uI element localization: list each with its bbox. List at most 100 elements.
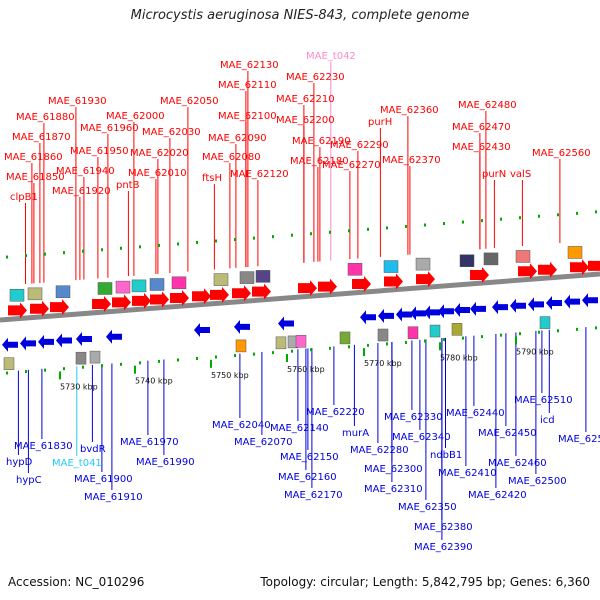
reverse-gene-arrow[interactable]	[410, 306, 426, 321]
gene-label[interactable]: MAE_62140	[270, 423, 329, 434]
gene-label[interactable]: valS	[510, 169, 531, 180]
gene-label[interactable]: purN	[482, 169, 506, 180]
gene-label[interactable]: MAE_61850	[6, 172, 65, 183]
gene-label[interactable]: pntB	[116, 180, 140, 191]
gene-label[interactable]: icd	[540, 415, 555, 426]
gene-label[interactable]: MAE_62370	[382, 155, 441, 166]
reverse-gene-arrow[interactable]	[76, 332, 92, 347]
gene-label[interactable]: MAE_62270	[322, 160, 381, 171]
gene-label[interactable]: MAE_62040	[212, 420, 271, 431]
gene-label[interactable]: MAE_62200	[276, 115, 335, 126]
forward-gene-arrow[interactable]	[210, 286, 229, 303]
gene-label[interactable]: MAE_62120	[230, 169, 289, 180]
reverse-gene-block[interactable]	[339, 331, 351, 345]
gene-label[interactable]: MAE_62230	[286, 72, 345, 83]
forward-gene-arrow[interactable]	[470, 266, 489, 283]
forward-gene-block[interactable]	[239, 271, 255, 284]
forward-gene-arrow[interactable]	[170, 289, 189, 306]
gene-label[interactable]: MAE_62540	[558, 434, 600, 445]
forward-gene-block[interactable]	[347, 263, 363, 276]
reverse-gene-block[interactable]	[89, 350, 101, 364]
gene-label[interactable]: MAE_61900	[74, 474, 133, 485]
gene-label[interactable]: MAE_62360	[380, 105, 439, 116]
forward-gene-arrow[interactable]	[416, 271, 435, 288]
forward-gene-arrow[interactable]	[252, 283, 271, 300]
gene-label[interactable]: MAE_61960	[80, 123, 139, 134]
gene-label[interactable]: MAE_62050	[160, 96, 219, 107]
gene-label[interactable]: hypD	[6, 457, 33, 468]
forward-gene-block[interactable]	[515, 250, 531, 263]
gene-label[interactable]: MAE_62460	[488, 458, 547, 469]
reverse-gene-arrow[interactable]	[470, 301, 486, 316]
forward-gene-arrow[interactable]	[588, 257, 600, 274]
reverse-gene-arrow[interactable]	[454, 303, 470, 318]
gene-label[interactable]: MAE_61950	[70, 146, 129, 157]
forward-gene-arrow[interactable]	[318, 278, 337, 295]
gene-label[interactable]: purH	[368, 117, 392, 128]
gene-label[interactable]: ftsH	[202, 173, 222, 184]
gene-label[interactable]: MAE_t042	[306, 51, 356, 62]
reverse-gene-arrow[interactable]	[106, 329, 122, 344]
forward-gene-block[interactable]	[171, 276, 187, 290]
forward-gene-arrow[interactable]	[132, 292, 151, 309]
reverse-gene-block[interactable]	[3, 357, 15, 370]
gene-label[interactable]: MAE_61940	[56, 166, 115, 177]
forward-gene-arrow[interactable]	[232, 285, 251, 302]
reverse-gene-block[interactable]	[377, 328, 389, 342]
gene-label[interactable]: clpB1	[10, 192, 38, 203]
gene-label[interactable]: MAE_62160	[278, 472, 337, 483]
forward-gene-arrow[interactable]	[352, 276, 371, 293]
gene-label[interactable]: MAE_62130	[220, 60, 279, 71]
reverse-gene-arrow[interactable]	[378, 308, 394, 323]
gene-label[interactable]: MAE_62010	[128, 168, 187, 179]
gene-label[interactable]: MAE_62100	[218, 111, 277, 122]
reverse-gene-arrow[interactable]	[194, 322, 210, 337]
forward-gene-arrow[interactable]	[8, 302, 27, 319]
reverse-gene-block[interactable]	[75, 351, 87, 365]
gene-label[interactable]: MAE_62210	[276, 94, 335, 105]
forward-gene-arrow[interactable]	[298, 280, 317, 297]
reverse-gene-block[interactable]	[429, 324, 441, 338]
reverse-gene-block[interactable]	[407, 326, 419, 339]
forward-gene-block[interactable]	[27, 287, 43, 301]
forward-gene-block[interactable]	[213, 273, 229, 286]
gene-label[interactable]: MAE_t041	[52, 458, 102, 469]
reverse-gene-arrow[interactable]	[234, 319, 250, 334]
forward-gene-block[interactable]	[255, 270, 271, 283]
gene-label[interactable]: MAE_61880	[16, 112, 75, 123]
gene-label[interactable]: MAE_61860	[4, 152, 63, 163]
gene-label[interactable]: MAE_62440	[446, 408, 505, 419]
gene-label[interactable]: hypC	[16, 475, 42, 486]
gene-label[interactable]: MAE_62480	[458, 100, 517, 111]
gene-label[interactable]: MAE_62420	[468, 490, 527, 501]
gene-label[interactable]: MAE_62110	[218, 80, 277, 91]
reverse-gene-arrow[interactable]	[56, 333, 72, 348]
forward-gene-arrow[interactable]	[384, 273, 403, 290]
reverse-gene-arrow[interactable]	[396, 307, 412, 322]
reverse-gene-arrow[interactable]	[424, 305, 440, 320]
gene-label[interactable]: MAE_61990	[136, 457, 195, 468]
gene-label[interactable]: MAE_62340	[392, 432, 451, 443]
gene-label[interactable]: MAE_62450	[478, 428, 537, 439]
reverse-gene-block[interactable]	[275, 336, 287, 350]
forward-gene-block[interactable]	[55, 285, 71, 298]
reverse-gene-arrow[interactable]	[2, 337, 18, 352]
reverse-gene-block[interactable]	[539, 316, 551, 329]
forward-gene-arrow[interactable]	[30, 300, 49, 317]
gene-label[interactable]: MAE_62390	[414, 542, 473, 553]
reverse-gene-arrow[interactable]	[38, 334, 54, 349]
forward-gene-arrow[interactable]	[570, 259, 589, 276]
forward-gene-arrow[interactable]	[192, 288, 211, 305]
gene-label[interactable]: MAE_62280	[350, 445, 409, 456]
forward-gene-arrow[interactable]	[92, 295, 111, 312]
gene-label[interactable]: MAE_62380	[414, 522, 473, 533]
forward-gene-block[interactable]	[149, 278, 165, 291]
gene-label[interactable]: MAE_61970	[120, 437, 179, 448]
reverse-gene-block[interactable]	[235, 339, 247, 353]
reverse-gene-arrow[interactable]	[546, 295, 562, 310]
gene-label[interactable]: MAE_62020	[130, 148, 189, 159]
gene-label[interactable]: MAE_62000	[106, 111, 165, 122]
gene-label[interactable]: MAE_62510	[514, 395, 573, 406]
gene-label[interactable]: MAE_62300	[364, 464, 423, 475]
